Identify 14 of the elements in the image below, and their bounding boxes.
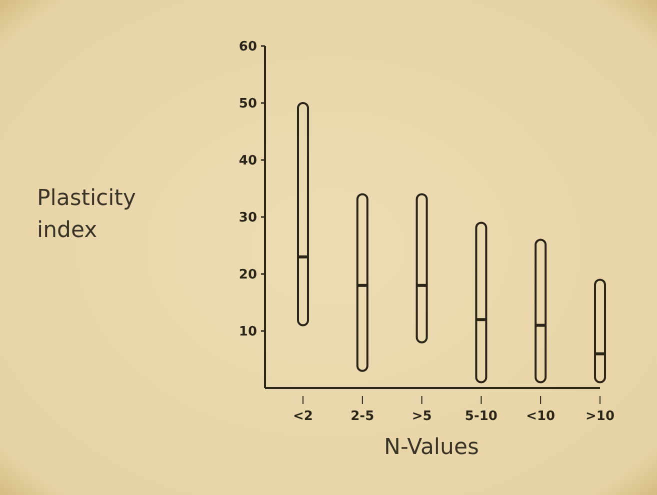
y-axis-title: Plasticity index [37,186,136,243]
y-tick-label: 30 [238,210,257,226]
x-tick-label: >10 [586,409,614,424]
x-tick-label: <10 [526,409,556,424]
x-tick-label: >5 [412,409,432,424]
x-tick-label: <2 [293,409,313,424]
y-tick-label: 50 [238,96,257,112]
y-tick-label: 40 [238,154,257,169]
y-tick-label: 10 [238,324,257,340]
x-tick-label: 2-5 [350,409,374,424]
y-tick-label: 60 [238,40,257,55]
y-tick-label: 20 [238,268,257,283]
x-tick-label: 5-10 [464,409,498,424]
x-axis-title: N-Values [384,435,479,460]
